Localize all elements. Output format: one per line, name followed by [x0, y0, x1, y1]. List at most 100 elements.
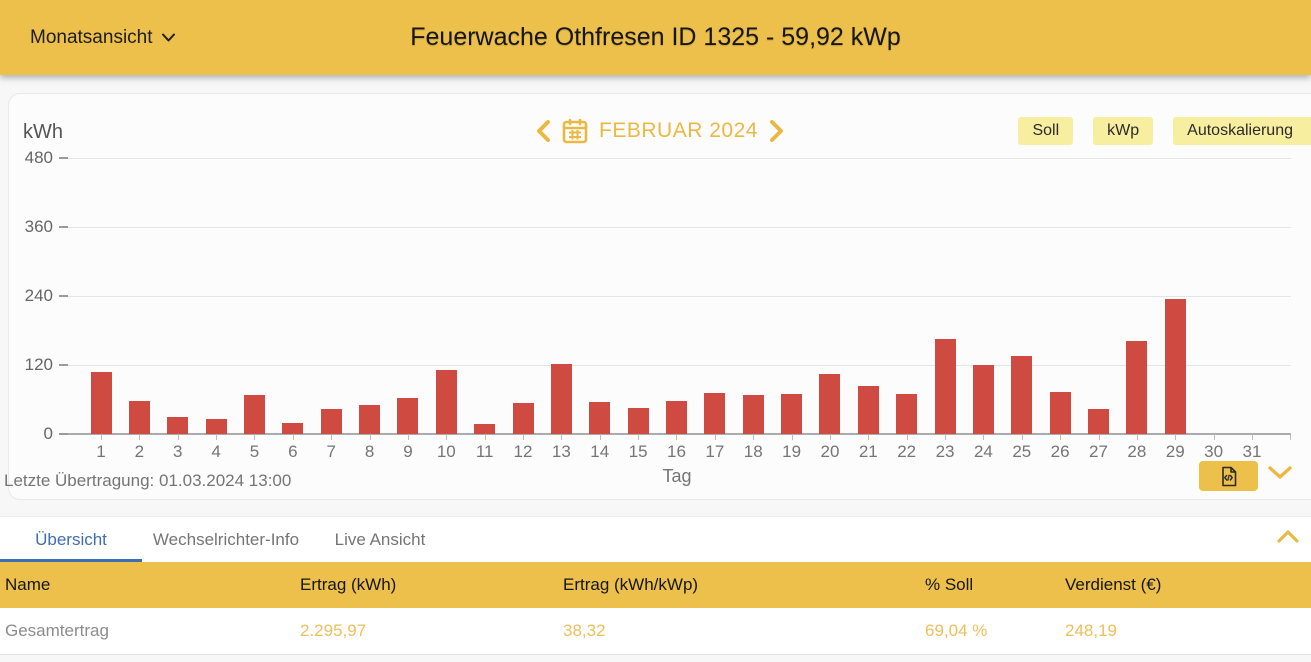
bar-day-9[interactable]	[397, 397, 419, 434]
x-tick-label-29: 29	[1165, 442, 1185, 461]
x-tick-mark	[1175, 434, 1177, 440]
x-tick-label-19: 19	[782, 442, 802, 461]
bar-day-19[interactable]	[781, 393, 803, 434]
x-tick-label-16: 16	[667, 442, 686, 461]
table-row: Gesamtertrag 2.295,97 38,32 69,04 % 248,…	[0, 608, 1311, 655]
x-tick-mark	[407, 434, 409, 440]
x-tick-mark	[1290, 434, 1291, 440]
x-tick-mark	[791, 434, 793, 440]
bar-day-16[interactable]	[665, 401, 687, 434]
tab-uebersicht[interactable]: Übersicht	[0, 517, 142, 562]
x-tick-label-28: 28	[1127, 442, 1147, 461]
x-tick-label-21: 21	[858, 442, 878, 461]
x-tick-label-27: 27	[1089, 442, 1108, 461]
chart-card: kWh FEBRUAR 2024	[8, 93, 1311, 500]
col-name: Name	[5, 575, 51, 594]
bar-day-10[interactable]	[435, 370, 457, 434]
bar-day-2[interactable]	[128, 400, 150, 434]
bar-day-29[interactable]	[1164, 299, 1186, 434]
bar-day-12[interactable]	[512, 402, 534, 434]
bar-day-7[interactable]	[320, 409, 342, 434]
x-tick-label-30: 30	[1204, 442, 1224, 461]
row-name: Gesamtertrag	[5, 621, 109, 640]
x-tick-mark	[561, 434, 563, 440]
x-tick-mark	[599, 434, 601, 440]
tabs-bar: Übersicht Wechselrichter-Info Live Ansic…	[0, 516, 1311, 562]
prev-month-button[interactable]	[536, 120, 551, 142]
page-title: Feuerwache Othfresen ID 1325 - 59,92 kWp	[410, 23, 901, 51]
x-tick-label-15: 15	[628, 442, 648, 461]
bar-day-14[interactable]	[589, 402, 611, 434]
bar-day-26[interactable]	[1049, 392, 1071, 434]
x-tick-label-12: 12	[513, 442, 533, 461]
y-tick-label-0: 0	[43, 424, 53, 443]
x-tick-label-4: 4	[211, 442, 221, 461]
x-tick-mark	[139, 434, 141, 440]
table-header: Name Ertrag (kWh) Ertrag (kWh/kWp) % Sol…	[0, 562, 1311, 608]
bar-day-18[interactable]	[742, 395, 764, 434]
tab-live-ansicht[interactable]: Live Ansicht	[334, 529, 426, 549]
x-tick-label-8: 8	[364, 442, 375, 461]
view-mode-label: Monatsansicht	[30, 26, 153, 48]
x-tick-mark	[1021, 434, 1023, 440]
month-navigation: FEBRUAR 2024	[9, 118, 1311, 144]
col-verdienst: Verdienst (€)	[1065, 575, 1162, 594]
y-tick-label-120: 120	[24, 355, 53, 374]
x-tick-mark	[868, 434, 870, 440]
bar-day-27[interactable]	[1088, 409, 1110, 434]
chevron-up-icon	[1277, 530, 1299, 543]
export-button[interactable]	[1199, 461, 1258, 491]
chevron-down-icon	[1268, 466, 1292, 479]
next-month-button[interactable]	[769, 120, 784, 142]
x-tick-mark	[523, 434, 525, 440]
y-tick-mark	[59, 433, 68, 435]
soll-toggle-button[interactable]: Soll	[1018, 117, 1074, 145]
row-verdienst: 248,19	[1065, 621, 1117, 640]
col-soll: % Soll	[925, 575, 974, 594]
x-tick-mark	[1251, 434, 1253, 440]
bar-day-8[interactable]	[359, 405, 381, 434]
x-tick-mark	[753, 434, 755, 440]
x-tick-mark	[369, 434, 371, 440]
x-tick-label-14: 14	[590, 442, 610, 461]
bar-day-28[interactable]	[1126, 341, 1148, 434]
x-tick-label-7: 7	[326, 442, 336, 461]
x-tick-mark	[331, 434, 333, 440]
bar-day-21[interactable]	[857, 386, 879, 434]
gridline-240	[63, 296, 1291, 297]
bar-day-17[interactable]	[704, 393, 726, 434]
x-tick-label-18: 18	[743, 442, 763, 461]
bar-day-1[interactable]	[90, 372, 112, 434]
bar-day-25[interactable]	[1011, 355, 1033, 434]
chart-plot: 0 120 240 360 480 1 2 3 4 5 6 7 8 9 10 11 12 13 14 15 16 17 18…	[25, 148, 1291, 486]
view-mode-dropdown[interactable]: Monatsansicht	[30, 0, 175, 75]
x-tick-mark	[292, 434, 294, 440]
tab-wechselrichter-info[interactable]: Wechselrichter-Info	[152, 529, 300, 549]
autoscale-toggle-button[interactable]: Autoskalierung	[1173, 117, 1311, 145]
x-tick-mark	[484, 434, 486, 440]
collapse-chart-button[interactable]	[1268, 466, 1292, 480]
bar-day-23[interactable]	[934, 338, 956, 434]
x-tick-mark	[446, 434, 448, 440]
x-tick-mark	[1060, 434, 1062, 440]
x-tick-mark	[216, 434, 218, 440]
bar-day-24[interactable]	[972, 365, 994, 434]
bar-day-20[interactable]	[819, 374, 841, 434]
y-tick-mark	[59, 157, 68, 159]
bar-day-11[interactable]	[474, 424, 496, 434]
bar-day-6[interactable]	[282, 423, 304, 434]
bar-day-13[interactable]	[550, 364, 572, 434]
bar-day-3[interactable]	[167, 417, 189, 434]
bar-day-4[interactable]	[205, 419, 227, 434]
x-tick-label-26: 26	[1050, 442, 1070, 461]
bar-day-15[interactable]	[627, 408, 649, 434]
bar-day-5[interactable]	[243, 395, 265, 434]
col-ertrag-kwh-kwp: Ertrag (kWh/kWp)	[563, 575, 699, 594]
x-tick-label-2: 2	[134, 442, 145, 461]
collapse-panel-button[interactable]	[1277, 530, 1299, 543]
file-code-icon	[1221, 466, 1236, 486]
kwp-toggle-button[interactable]: kWp	[1093, 117, 1154, 145]
x-tick-label-25: 25	[1012, 442, 1032, 461]
bar-day-22[interactable]	[896, 393, 918, 434]
